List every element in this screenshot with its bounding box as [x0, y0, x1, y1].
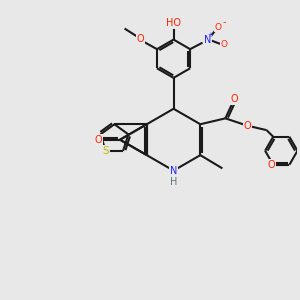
Text: S: S	[102, 146, 109, 156]
Text: O: O	[268, 160, 275, 170]
Text: -: -	[223, 17, 226, 27]
Text: +: +	[207, 32, 213, 38]
Text: O: O	[230, 94, 238, 104]
Text: O: O	[244, 121, 251, 131]
Text: N: N	[204, 35, 212, 45]
Text: N: N	[170, 166, 177, 176]
Text: O: O	[94, 135, 102, 145]
Text: HO: HO	[166, 18, 181, 28]
Text: H: H	[170, 177, 177, 188]
Text: O: O	[137, 34, 145, 44]
Text: O: O	[214, 22, 222, 32]
Text: O: O	[220, 40, 227, 49]
